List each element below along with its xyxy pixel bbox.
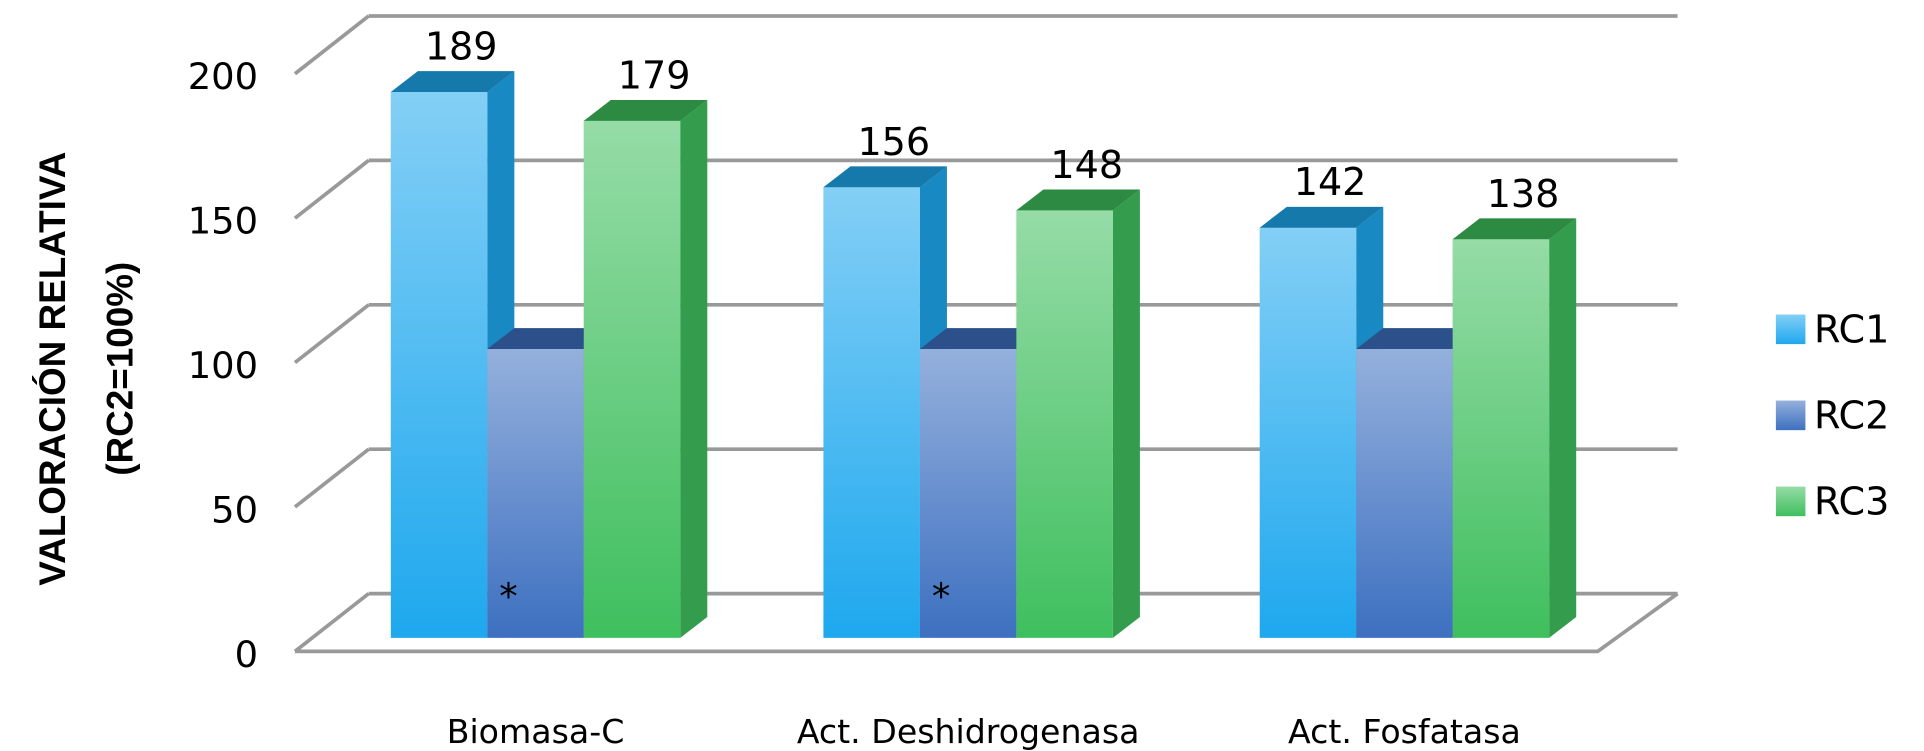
bar-shine <box>823 187 920 638</box>
bar-side <box>1112 189 1140 638</box>
bar-top <box>1356 328 1480 350</box>
bar-top <box>919 328 1044 350</box>
legend-swatch-shine <box>1775 486 1806 517</box>
legend-swatch-shine <box>1775 314 1806 345</box>
y-tick-label: 100 <box>188 344 258 387</box>
bar-top <box>1259 206 1384 228</box>
x-tick-label: Act. Fosfatasa <box>1288 712 1521 751</box>
axis-tick <box>293 158 370 220</box>
floor <box>294 592 1679 654</box>
bar-shine <box>390 91 488 638</box>
data-label: 179 <box>618 53 691 97</box>
bar-shine <box>1016 210 1113 638</box>
bar-side-shade <box>680 99 708 638</box>
bar-top <box>487 328 611 350</box>
bar-shine <box>919 349 1017 638</box>
annotation: * <box>932 575 950 618</box>
bar-side <box>1549 218 1577 638</box>
x-tick-label: Biomasa-C <box>447 712 625 751</box>
data-label: 142 <box>1294 160 1367 204</box>
bar-shine <box>1259 227 1357 638</box>
data-label: 148 <box>1050 143 1123 187</box>
bar-side-shade <box>1112 189 1140 638</box>
bar-top-shade <box>823 166 947 188</box>
legend-label: RC1 <box>1814 307 1889 351</box>
y-tick-label: 200 <box>188 55 258 98</box>
bar-top-shade <box>1356 328 1480 350</box>
annotation: * <box>499 575 517 618</box>
y-axis-label: VALORACIÓN RELATIVA <box>31 152 73 586</box>
bar-top-shade <box>390 71 515 92</box>
bar-top <box>1452 218 1577 240</box>
legend-label: RC3 <box>1814 479 1889 523</box>
y-tick-label: 50 <box>211 488 258 531</box>
bar-shine <box>583 120 681 638</box>
bar-top-shade <box>919 328 1044 350</box>
legend-swatch-shine <box>1775 400 1806 431</box>
axis-tick <box>293 303 370 365</box>
plot: VALORACIÓN RELATIVA (RC2=100%) 0 50 100 150… <box>31 14 1889 751</box>
axis-tick <box>293 14 370 76</box>
bar-top <box>583 99 708 121</box>
bar-shine <box>1452 239 1550 638</box>
bar-top-shade <box>1016 189 1140 211</box>
bar-top-shade <box>1259 206 1384 228</box>
bar-top <box>390 71 515 92</box>
y-axis-label: (RC2=100%) <box>100 262 141 476</box>
y-tick-label: 0 <box>235 633 258 676</box>
axis-tick <box>293 447 370 509</box>
bar-shine <box>1356 349 1453 638</box>
bar-top <box>823 166 947 188</box>
y-tick-label: 150 <box>188 200 258 243</box>
bar-top-shade <box>583 99 708 121</box>
x-tick-label: Act. Deshidrogenasa <box>797 712 1140 751</box>
bar-side-shade <box>1549 218 1577 638</box>
bar-top-shade <box>1452 218 1577 240</box>
data-label: 189 <box>425 24 498 68</box>
legend-label: RC2 <box>1814 393 1889 437</box>
bar-top-shade <box>487 328 611 350</box>
data-label: 138 <box>1487 172 1560 216</box>
bar-shine <box>487 349 584 638</box>
bar-side <box>680 99 708 638</box>
axis-tick <box>293 592 370 653</box>
data-label: 156 <box>857 120 930 164</box>
bar-top <box>1016 189 1140 211</box>
